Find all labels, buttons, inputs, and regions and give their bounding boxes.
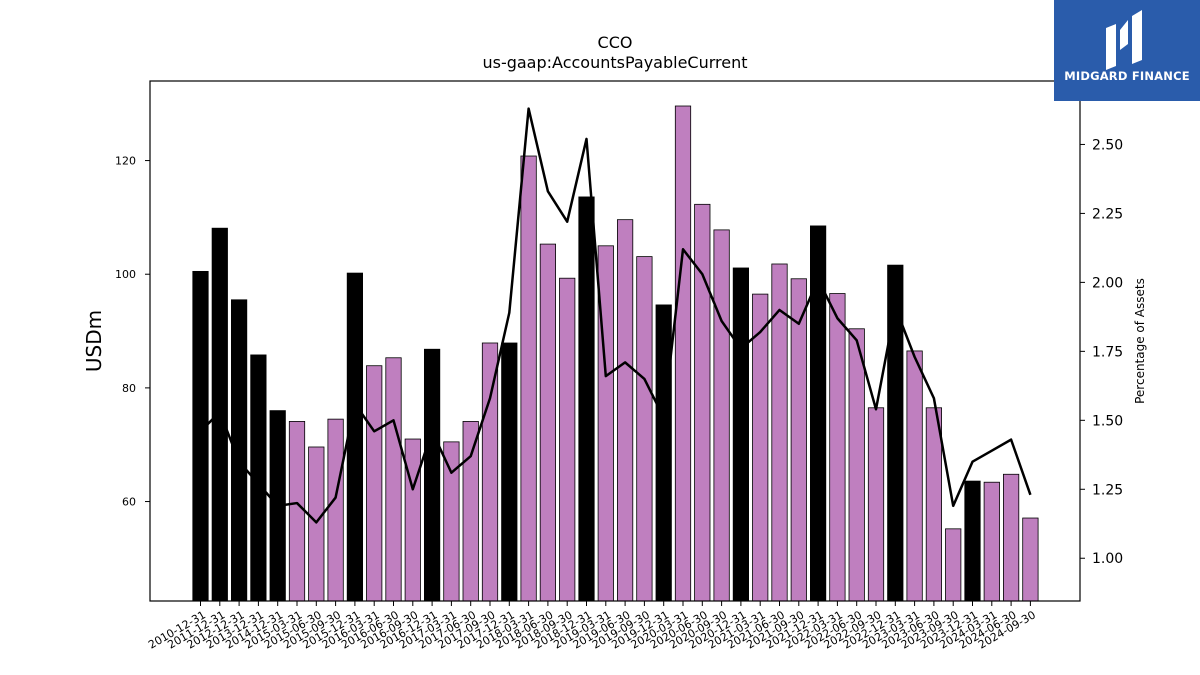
- right-axis: 1.00 1.25 1.50 1.75 2.00 2.25 2.50: [1080, 137, 1123, 567]
- bar: [925, 407, 943, 602]
- bar: [443, 441, 460, 602]
- y2-tick-label: 2.25: [1092, 206, 1123, 222]
- bar: [655, 304, 672, 602]
- y-axis-label: USDm: [82, 310, 106, 372]
- bar: [848, 328, 865, 602]
- bar: [366, 365, 383, 602]
- line-layer: [199, 107, 1032, 524]
- bar: [346, 272, 364, 602]
- bar: [462, 421, 479, 602]
- bar: [578, 196, 595, 602]
- plot-frame: [149, 80, 1081, 602]
- bar: [983, 481, 1000, 602]
- bar: [501, 342, 518, 602]
- bar: [636, 256, 653, 602]
- y-tick-label: 60: [122, 496, 136, 509]
- bar: [288, 421, 306, 602]
- y-tick-label: 80: [122, 382, 136, 395]
- x-axis: 2010-12-312011-12-312012-12-312013-12-31…: [146, 601, 1038, 652]
- bar: [887, 264, 904, 602]
- bar: [1003, 473, 1020, 602]
- y2-tick-label: 1.75: [1092, 344, 1123, 360]
- bar: [617, 219, 634, 602]
- midgard-finance-logo: MIDGARD FINANCE: [1054, 0, 1200, 101]
- y-tick-label: 120: [115, 155, 136, 168]
- bar: [559, 277, 576, 602]
- bar: [713, 229, 730, 602]
- bar: [732, 267, 750, 602]
- bar: [694, 203, 711, 602]
- y2-tick-label: 1.50: [1092, 413, 1123, 429]
- logo-text: MIDGARD FINANCE: [1064, 69, 1190, 83]
- y2-tick-label: 1.00: [1092, 551, 1123, 567]
- bar: [829, 293, 846, 602]
- bar: [385, 357, 402, 602]
- bars-layer: [192, 105, 1039, 602]
- bar: [790, 278, 807, 602]
- y2-axis-label: Percentage of Assets: [1133, 278, 1147, 404]
- y2-tick-label: 2.00: [1092, 275, 1123, 291]
- bar: [906, 350, 923, 602]
- y2-tick-label: 1.25: [1092, 482, 1123, 498]
- midgard-logo-icon: [1106, 10, 1142, 70]
- bar: [192, 270, 209, 602]
- bar: [752, 293, 769, 602]
- y2-tick-label: 2.50: [1092, 137, 1123, 153]
- chart-title: CCO: [598, 33, 633, 52]
- line-series: [199, 107, 1032, 524]
- y-tick-label: 100: [115, 268, 136, 281]
- bar: [520, 155, 537, 602]
- bar: [423, 348, 441, 602]
- bar: [481, 342, 499, 602]
- bar: [867, 407, 885, 602]
- bar: [1022, 517, 1039, 602]
- chart-subtitle: us-gaap:AccountsPayableCurrent: [482, 53, 747, 72]
- bar: [327, 418, 344, 602]
- left-axis: 60 80 100 120: [115, 155, 150, 509]
- bar: [674, 105, 692, 602]
- bar: [945, 528, 962, 602]
- bar: [308, 446, 325, 602]
- bar: [404, 438, 421, 602]
- bar: [539, 243, 557, 602]
- bar: [964, 480, 981, 602]
